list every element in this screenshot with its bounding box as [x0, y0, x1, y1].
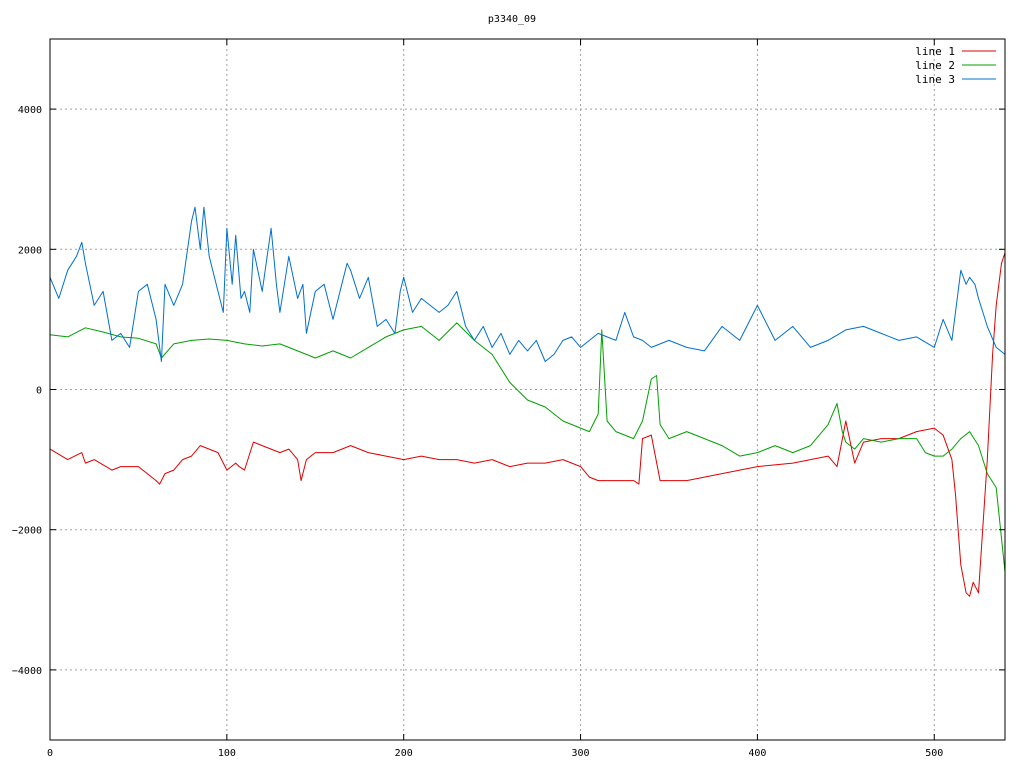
y-tick-label: 0 — [36, 386, 42, 397]
series-line-2 — [49, 322, 1006, 572]
series-line-1 — [49, 252, 1006, 597]
legend-label-1: line 1 — [915, 45, 955, 58]
y-tick-label: −4000 — [12, 666, 42, 677]
grid-layer — [50, 39, 1005, 740]
x-tick-label: 400 — [748, 748, 766, 759]
x-tick-label: 100 — [218, 748, 236, 759]
series-line-3 — [49, 206, 1006, 362]
axis-layer: 0 100 200 300 400 500 −4000 −2000 0 2000 4000 — [12, 39, 1005, 759]
legend-label-2: line 2 — [915, 59, 955, 72]
y-tick-label: −2000 — [12, 526, 42, 537]
series-layer — [49, 206, 1006, 597]
y-tick-label: 2000 — [18, 245, 42, 256]
x-tick-label: 0 — [47, 748, 53, 759]
chart-title: p3340_09 — [488, 14, 536, 25]
x-tick-label: 300 — [572, 748, 590, 759]
x-tick-label: 500 — [925, 748, 943, 759]
legend-label-3: line 3 — [915, 73, 955, 86]
x-tick-label: 200 — [395, 748, 413, 759]
y-tick-label: 4000 — [18, 105, 42, 116]
